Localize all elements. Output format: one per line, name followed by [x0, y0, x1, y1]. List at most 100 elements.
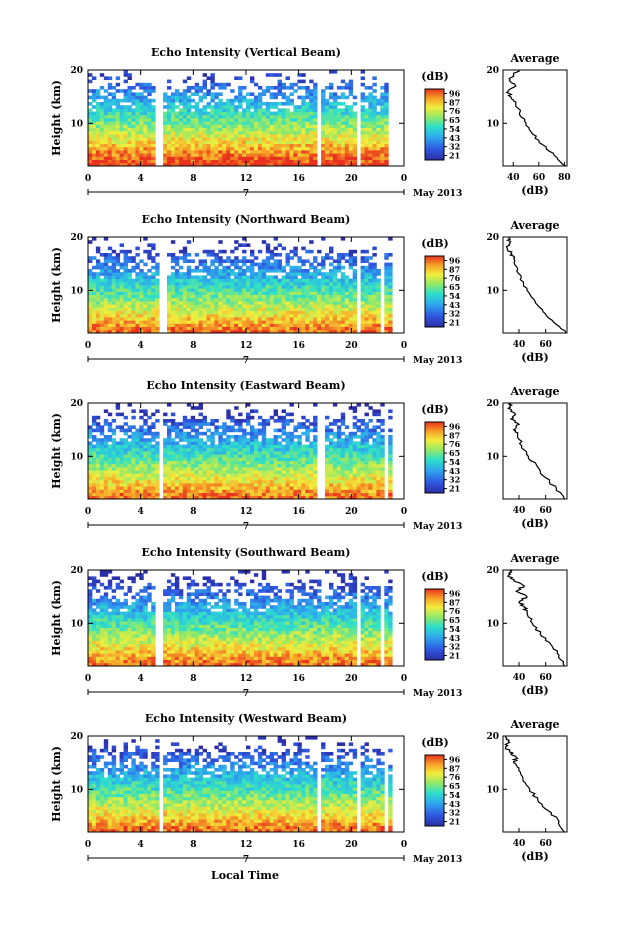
heatmap-cell [250, 285, 255, 289]
heatmap-cell [182, 301, 188, 305]
heatmap-cell [301, 118, 306, 122]
heatmap-cell [111, 130, 117, 135]
heatmap-cell [222, 102, 227, 106]
heatmap-cell [360, 121, 365, 125]
heatmap-cell [163, 140, 168, 144]
heatmap-cell [364, 265, 369, 270]
heatmap-cell [336, 486, 342, 490]
heatmap-cell [265, 134, 271, 138]
heatmap-cell [202, 162, 207, 167]
heatmap-cell [111, 447, 117, 452]
heatmap-cell [313, 457, 318, 461]
heatmap-cell [95, 428, 101, 433]
heatmap-cell [103, 124, 109, 128]
heatmap-cell [332, 140, 338, 144]
heatmap-cell [206, 329, 211, 334]
heatmap-cell [269, 124, 275, 128]
heatmap-cell [297, 130, 302, 135]
heatmap-cell [332, 108, 338, 112]
heatmap-cell [246, 162, 251, 167]
heatmap-cell [281, 486, 286, 490]
heatmap-cell [226, 457, 231, 461]
heatmap-cell [250, 329, 255, 334]
heatmap-cell [147, 146, 152, 151]
heatmap-cell [127, 291, 132, 295]
heatmap-cell [265, 143, 271, 148]
heatmap-cell [321, 304, 326, 308]
heatmap-cell [238, 281, 243, 286]
heatmap-cell [170, 108, 176, 112]
heatmap-cell [281, 323, 286, 327]
heatmap-cell [301, 285, 306, 289]
heatmap-cell [139, 435, 144, 439]
heatmap-cell [246, 326, 251, 331]
heatmap-cell [246, 285, 251, 289]
heatmap-cell [218, 162, 223, 167]
heatmap-cell [135, 438, 140, 442]
heatmap-cell [131, 495, 136, 500]
heatmap-cell [111, 419, 117, 423]
heatmap-cell [115, 492, 121, 497]
heatmap-cell [202, 278, 207, 283]
heatmap-cell [305, 419, 310, 423]
heatmap-cell [198, 447, 203, 452]
heatmap-cell [253, 262, 259, 267]
heatmap-cell [92, 301, 97, 305]
heatmap-cell [88, 285, 93, 289]
heatmap-cell [261, 489, 267, 493]
heatmap-cell [253, 272, 259, 276]
heatmap-cell [277, 159, 282, 164]
heatmap-cell [261, 454, 267, 458]
heatmap-cell [289, 479, 294, 484]
heatmap-cell [119, 98, 124, 103]
heatmap-cell [115, 111, 121, 116]
heatmap-cell [107, 278, 113, 283]
heatmap-cell [218, 82, 223, 87]
heatmap-cell [364, 159, 369, 164]
heatmap-cell [325, 329, 330, 334]
heatmap-cell [329, 297, 334, 302]
heatmap-cell [234, 495, 239, 500]
heatmap-cell [202, 291, 207, 295]
heatmap-cell [376, 272, 381, 276]
y-tick-label: 10 [70, 286, 83, 296]
heatmap-cell [155, 435, 160, 439]
heatmap-cell [234, 310, 239, 315]
heatmap-cell [155, 281, 160, 286]
heatmap-cell [261, 285, 267, 289]
heatmap-cell [344, 444, 350, 449]
heatmap-cell [253, 162, 259, 167]
heatmap-cell [230, 492, 235, 497]
heatmap-cell [309, 479, 314, 484]
heatmap-cell [139, 451, 144, 455]
heatmap-cell [178, 310, 184, 315]
heatmap-cell [198, 438, 203, 442]
heatmap-cell [265, 246, 271, 251]
heatmap-cell [273, 278, 278, 283]
heatmap-cell [95, 153, 101, 157]
heatmap-cell [167, 114, 172, 119]
heatmap-cell [301, 259, 306, 263]
heatmap-cell [364, 259, 369, 263]
heatmap-cell [135, 304, 140, 308]
heatmap-cell [329, 102, 334, 106]
heatmap-cell [95, 259, 101, 263]
heatmap-cell [143, 118, 148, 122]
heatmap-cell [360, 70, 365, 74]
x-tick-label: 12 [240, 174, 253, 184]
heatmap-cell [265, 301, 271, 305]
heatmap-cell [226, 108, 231, 112]
heatmap-cell [352, 313, 358, 318]
heatmap-cell [253, 457, 259, 461]
heatmap-cell [305, 121, 310, 125]
heatmap-cell [155, 320, 160, 324]
heatmap-cell [289, 460, 294, 465]
average-x-tick-label: 80 [558, 173, 571, 183]
heatmap-cell [131, 156, 136, 160]
heatmap-cell [329, 140, 334, 144]
heatmap-cell [99, 108, 105, 112]
heatmap-cell [107, 265, 113, 270]
heatmap-cell [325, 153, 330, 157]
heatmap-cell [388, 323, 393, 327]
heatmap-cell [234, 470, 239, 474]
